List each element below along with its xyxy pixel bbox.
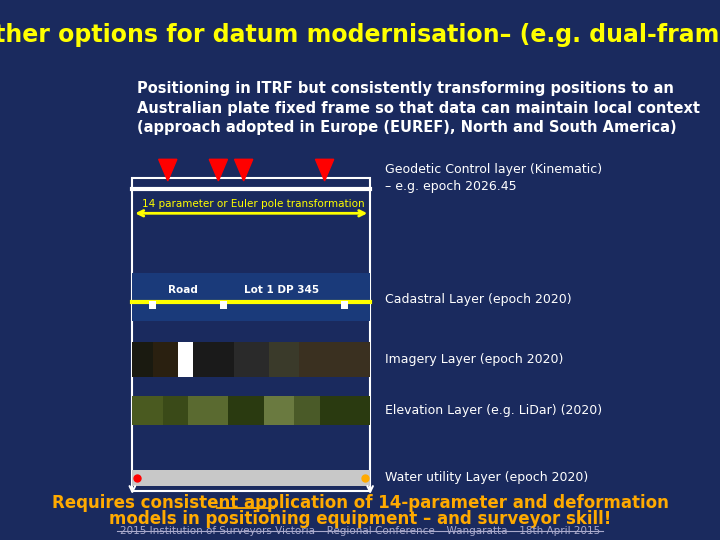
Bar	[163, 395, 188, 426]
Text: 2015 Institution of Surveyors Victoria – Regional Conference – Wangaratta – 18th: 2015 Institution of Surveyors Victoria –…	[120, 525, 600, 536]
Bar	[264, 395, 294, 426]
Bar	[132, 178, 370, 491]
Bar	[132, 395, 163, 426]
Polygon shape	[210, 159, 228, 181]
Bar	[341, 301, 348, 309]
Bar	[294, 395, 320, 426]
Bar	[132, 395, 370, 426]
Bar	[178, 342, 193, 377]
Text: Water utility Layer (epoch 2020): Water utility Layer (epoch 2020)	[385, 471, 588, 484]
Bar	[233, 342, 269, 377]
Bar	[188, 395, 228, 426]
Bar	[132, 273, 370, 321]
Bar	[193, 342, 233, 377]
Bar	[149, 301, 156, 309]
Bar	[132, 342, 370, 377]
Bar	[132, 470, 370, 486]
Bar	[153, 342, 178, 377]
Text: Positioning in ITRF but consistently transforming positions to an
Australian pla: Positioning in ITRF but consistently tra…	[138, 80, 701, 136]
Text: Other options for datum modernisation– (e.g. dual-frame): Other options for datum modernisation– (…	[0, 23, 720, 47]
Text: Imagery Layer (epoch 2020): Imagery Layer (epoch 2020)	[385, 353, 564, 366]
Text: models in positioning equipment – and surveyor skill!: models in positioning equipment – and su…	[109, 510, 611, 529]
Text: Cadastral Layer (epoch 2020): Cadastral Layer (epoch 2020)	[385, 293, 572, 306]
Text: 14 parameter or Euler pole transformation: 14 parameter or Euler pole transformatio…	[143, 199, 365, 209]
Text: Lot 1 DP 345: Lot 1 DP 345	[243, 285, 319, 295]
Polygon shape	[315, 159, 333, 181]
Bar	[269, 342, 300, 377]
Bar	[220, 301, 227, 309]
Polygon shape	[158, 159, 177, 181]
Text: Road: Road	[168, 285, 198, 295]
Text: Geodetic Control layer (Kinematic)
– e.g. epoch 2026.45: Geodetic Control layer (Kinematic) – e.g…	[385, 163, 603, 193]
Text: Elevation Layer (e.g. LiDar) (2020): Elevation Layer (e.g. LiDar) (2020)	[385, 404, 603, 417]
Text: Requires consistent application of 14-parameter and deformation: Requires consistent application of 14-pa…	[52, 494, 668, 512]
Bar	[228, 395, 264, 426]
Polygon shape	[235, 159, 253, 181]
Bar	[132, 342, 153, 377]
